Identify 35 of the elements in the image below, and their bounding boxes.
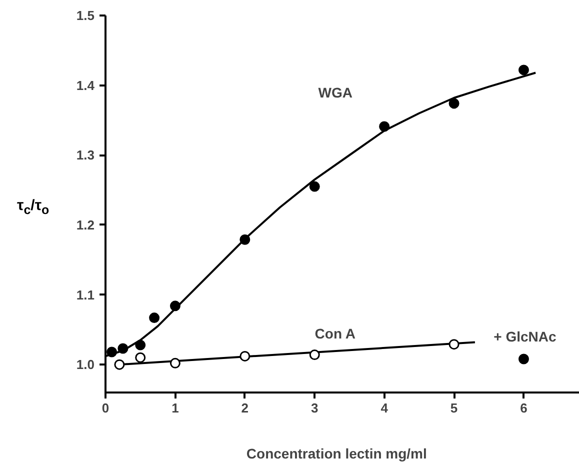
point xyxy=(448,98,460,109)
point xyxy=(170,300,180,312)
y-tick-label: 1.5 xyxy=(76,8,95,23)
x-tick-label: 2 xyxy=(241,400,249,416)
point xyxy=(135,340,146,350)
x-tick-label: 5 xyxy=(450,400,458,416)
y-tick-label: 1.3 xyxy=(76,148,95,163)
point xyxy=(309,350,320,360)
point xyxy=(135,352,146,363)
point xyxy=(448,339,460,350)
point xyxy=(309,181,320,192)
y-tick-label: 1.0 xyxy=(76,357,95,372)
x-tick-label: 3 xyxy=(311,400,318,416)
point xyxy=(149,312,160,324)
point xyxy=(518,354,529,364)
y-axis-title: τ$_{c}$/τ$_{o}$ xyxy=(17,196,50,219)
point xyxy=(114,359,125,370)
point xyxy=(170,358,180,368)
y-tick-label: 1.1 xyxy=(76,287,95,302)
x-axis-title: Concentration lectin mg/ml xyxy=(246,446,427,462)
point xyxy=(106,346,118,358)
point xyxy=(379,121,390,132)
point xyxy=(240,234,250,245)
annotation: + GlcNAc xyxy=(494,328,557,345)
x-tick-label: 4 xyxy=(380,400,389,416)
point xyxy=(518,64,529,76)
annotation: Con A xyxy=(314,325,356,342)
point xyxy=(118,343,128,354)
annotation: WGA xyxy=(318,84,352,100)
x-tick-label: 0 xyxy=(102,400,110,416)
x-tick-label: 6 xyxy=(520,400,528,416)
y-tick-label: 1.4 xyxy=(76,78,96,93)
y-tick-label: 1.2 xyxy=(76,217,95,232)
x-tick-label: 1 xyxy=(172,400,179,416)
point xyxy=(240,350,250,362)
